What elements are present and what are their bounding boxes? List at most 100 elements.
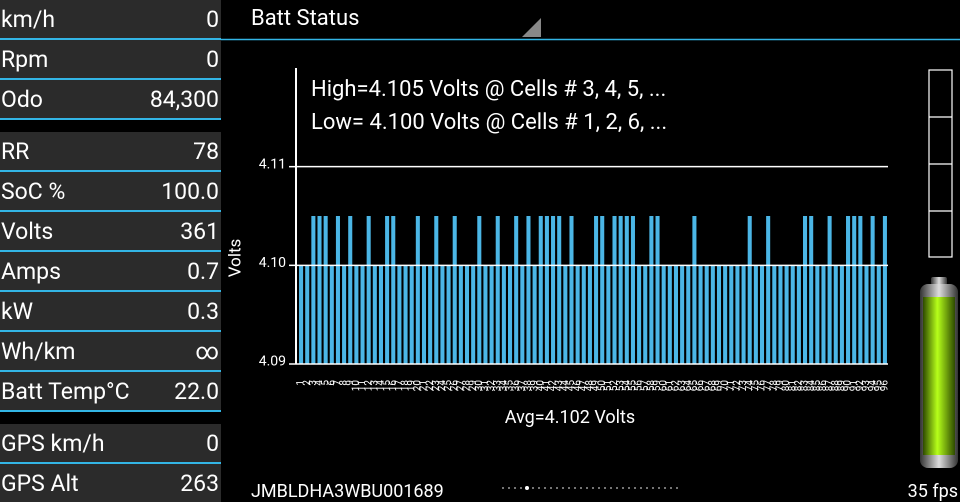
battery-icon [920,277,958,468]
page-dot [544,487,546,489]
bar [600,216,605,364]
gauge-label: Amps [1,257,61,285]
bar [790,265,795,364]
x-tick-label: 7 [333,380,344,386]
bar [606,265,611,364]
x-tick-label: 91 [849,380,860,391]
x-tick-label: 64 [683,380,694,392]
gauge-label: RR [1,137,30,165]
bar [342,265,347,364]
x-tick-label: 52 [609,380,620,392]
gauge-row: Odo 84,300 [0,80,221,120]
x-tick-label: 30 [474,380,485,392]
bar [551,216,556,364]
x-tick-label: 28 [462,380,473,392]
page-dot [628,487,630,489]
bar [870,216,875,364]
x-tick-label: 88 [830,380,841,392]
bar [803,216,808,364]
bar [637,265,642,364]
bar [575,265,580,364]
x-tick-label: 56 [634,380,645,392]
page-dot [658,487,660,489]
page-dot [556,487,558,489]
x-tick-label: 90 [843,380,854,392]
bar [483,265,488,364]
bar [667,265,672,364]
gauge-label: Rpm [1,45,49,73]
x-tick-label: 71 [726,380,737,391]
page-dot [562,487,564,489]
x-tick-label: 92 [855,380,866,392]
page-dot [610,487,612,489]
gauge-value: 263 [180,469,219,497]
x-tick-label: 66 [695,380,706,392]
bar [618,216,623,364]
page-dot [532,487,534,489]
bar [409,265,414,364]
page-dot [550,487,552,489]
bar [446,265,451,364]
bar [698,265,703,364]
x-tick-label: 2 [302,380,313,386]
x-tick-label: 14 [376,380,387,392]
x-tick-label: 94 [867,380,878,392]
x-tick-label: 18 [400,380,411,392]
x-tick-label: 4 [314,380,325,386]
x-tick-label: 42 [548,380,559,392]
bar [317,216,322,364]
x-tick-label: 80 [781,380,792,392]
bar [563,265,568,364]
bar [784,265,789,364]
x-tick-label: 95 [873,380,884,392]
gauge-row: GPS Alt 263 [0,464,221,502]
gauge-value: 22.0 [174,377,219,405]
gauge-row: RR 78 [0,132,221,172]
page-dot [538,487,540,489]
bar [766,216,771,364]
gauge-value: 0.7 [187,257,219,285]
gauge-value: 0 [206,45,219,73]
bar [747,216,752,364]
page-dot [568,487,570,489]
bar [514,216,519,364]
bar [421,265,427,364]
gauge-label: SoC % [1,177,66,205]
x-tick-label: 39 [529,380,540,391]
bar [858,216,863,364]
bar [796,265,801,364]
page-dot [586,487,588,489]
page-dot [652,487,654,489]
x-tick-label: 49 [591,380,602,391]
page-dot [640,487,642,489]
cell-boxes [928,69,953,258]
x-tick-label: 10 [351,380,362,392]
x-tick-label: 73 [738,380,749,391]
gauge-row: SoC % 100.0 [0,172,221,212]
bar [649,216,654,364]
bar [458,265,463,364]
gauge-row: Volts 361 [0,212,221,252]
x-tick-label: 26 [449,380,460,392]
bar [833,265,838,364]
x-tick-label: 20 [412,380,423,392]
bar [624,216,629,364]
x-tick-label: 87 [824,380,835,392]
bar [729,265,734,364]
x-tick-label: 16 [388,380,399,392]
page-dot [604,487,606,489]
bar [372,265,377,364]
page-dot [592,487,594,489]
bar [852,216,857,364]
header-title: Batt Status [251,6,359,31]
bar [311,216,316,364]
bar [464,265,470,364]
fps: 35 fps [908,481,958,502]
x-tick-label: 69 [714,380,725,391]
x-tick-label: 82 [794,380,805,392]
bar [489,265,494,364]
annotation: Low= 4.100 Volts @ Cells # 1, 2, 6, ... [311,110,667,135]
bar [581,265,586,364]
menu-corner[interactable] [522,18,541,37]
bar [526,216,531,364]
